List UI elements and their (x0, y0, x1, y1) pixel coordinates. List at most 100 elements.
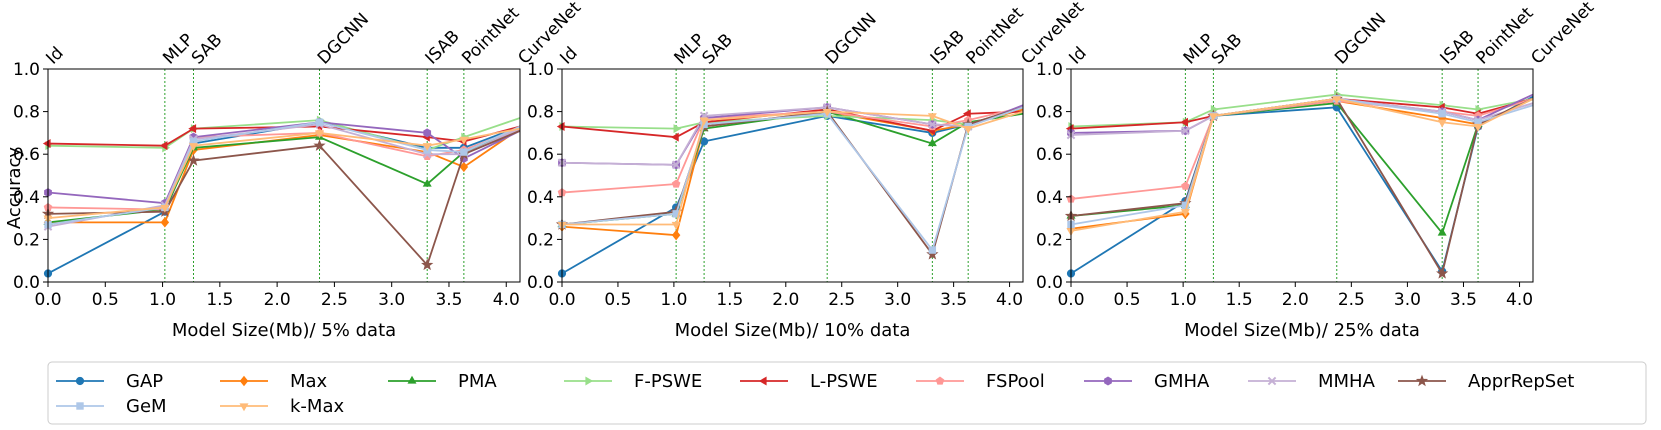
legend-marker (758, 376, 767, 386)
data-point (423, 128, 432, 138)
data-point (962, 109, 971, 119)
data-point (188, 143, 198, 151)
data-point (422, 143, 432, 151)
legend-entry-gap: GAP (56, 371, 163, 392)
x-tick-label: 0.0 (34, 290, 61, 310)
data-point (1181, 126, 1190, 136)
x-tick-label: 1.0 (149, 290, 176, 310)
y-tick-label: 0.8 (13, 103, 40, 123)
legend-label: GAP (126, 371, 163, 392)
data-point (1181, 181, 1190, 190)
legend-label: GMHA (1154, 371, 1210, 392)
x-tick-label: 3.0 (378, 290, 405, 310)
data-point (963, 126, 973, 134)
legend-marker (585, 376, 594, 386)
y-tick-label: 0.4 (1036, 188, 1063, 208)
legend: GAP Max PMA F-PSWE L-PSWE FSPool GMHA MMHA ApprR… (47, 361, 1647, 425)
x-tick-label: 4.0 (1506, 290, 1533, 310)
legend-entry-gem: GeM (56, 396, 167, 417)
x-tick-label: 2.5 (321, 290, 348, 310)
y-tick-label: 0.8 (527, 103, 554, 123)
axes-frame (561, 68, 1024, 283)
data-point (1180, 117, 1188, 127)
legend-marker (75, 376, 85, 386)
legend-marker (1415, 374, 1429, 387)
legend-entry-mmha: MMHA (1248, 371, 1376, 392)
x-tick-label: 1.5 (206, 290, 233, 310)
y-tick-label: 0.0 (13, 273, 40, 293)
y-tick-label: 0.6 (527, 145, 554, 165)
x-tick-label: 0.0 (548, 290, 575, 310)
legend-label: F-PSWE (634, 371, 702, 392)
legend-entry-f-pswe: F-PSWE (564, 371, 702, 392)
y-tick-label: 0.2 (13, 230, 40, 250)
y-tick-label: 0.6 (1036, 145, 1063, 165)
legend-label: Max (290, 371, 328, 392)
data-point (315, 130, 325, 139)
x-tick-label: 3.0 (884, 290, 911, 310)
x-tick-label: 0.5 (1114, 290, 1141, 310)
data-point (699, 117, 709, 126)
data-point (670, 132, 679, 142)
series-k-max (1066, 96, 1534, 237)
y-tick-label: 0.4 (13, 188, 40, 208)
data-point (159, 141, 168, 151)
y-tick-label: 1.0 (1036, 60, 1063, 80)
x-tick-label: 2.0 (772, 290, 799, 310)
data-point (459, 136, 469, 145)
x-tick-label: 0.5 (604, 290, 631, 310)
x-tick-label: 1.5 (1226, 290, 1253, 310)
x-tick-label: 2.5 (828, 290, 855, 310)
x-tick-label: 1.5 (716, 290, 743, 310)
y-tick-label: 1.0 (527, 60, 554, 80)
legend-label: ApprRepSet (1468, 371, 1574, 392)
legend-label: GeM (126, 396, 167, 417)
legend-entry-fspool: FSPool (916, 371, 1045, 392)
data-point (188, 124, 197, 134)
data-point (671, 229, 681, 241)
data-point (928, 246, 937, 254)
data-point (422, 178, 432, 187)
legend-marker (935, 376, 945, 385)
data-point (927, 138, 937, 147)
x-tick-label: 3.5 (435, 290, 462, 310)
x-tick-label: 3.5 (940, 290, 967, 310)
data-point (459, 161, 469, 173)
legend-label: k-Max (290, 396, 344, 417)
y-tick-label: 0.8 (1036, 103, 1063, 123)
data-point (1436, 267, 1449, 279)
data-point (556, 122, 565, 132)
data-point (673, 124, 682, 134)
x-tick-label: 2.0 (264, 290, 291, 310)
legend-label: FSPool (986, 371, 1045, 392)
x-tick-label: 0.0 (1057, 290, 1084, 310)
data-point (822, 109, 832, 117)
x-axis-title: Model Size(Mb)/ 25% data (1184, 320, 1420, 341)
y-tick-label: 0.4 (527, 188, 554, 208)
x-axis-title: Model Size(Mb)/ 5% data (172, 320, 396, 341)
data-point (160, 217, 170, 228)
data-point (421, 258, 434, 271)
x-tick-label: 3.5 (1450, 290, 1477, 310)
x-tick-label: 1.0 (660, 290, 687, 310)
data-point (1180, 209, 1190, 217)
data-point (671, 179, 681, 188)
x-tick-label: 2.0 (1282, 290, 1309, 310)
legend-marker (239, 403, 249, 412)
legend-label: L-PSWE (810, 371, 878, 392)
legend-frame (47, 361, 1647, 425)
data-point (1332, 96, 1342, 105)
legend-label: PMA (458, 371, 497, 392)
y-tick-label: 1.0 (13, 60, 40, 80)
x-tick-label: 0.5 (92, 290, 119, 310)
legend-marker (1267, 376, 1277, 386)
data-point (671, 221, 681, 230)
x-tick-label: 4.0 (493, 290, 520, 310)
legend-marker (1104, 376, 1112, 386)
data-point (671, 160, 681, 170)
x-tick-label: 3.0 (1394, 290, 1421, 310)
axes-frame (1070, 68, 1534, 283)
data-point (928, 120, 937, 129)
